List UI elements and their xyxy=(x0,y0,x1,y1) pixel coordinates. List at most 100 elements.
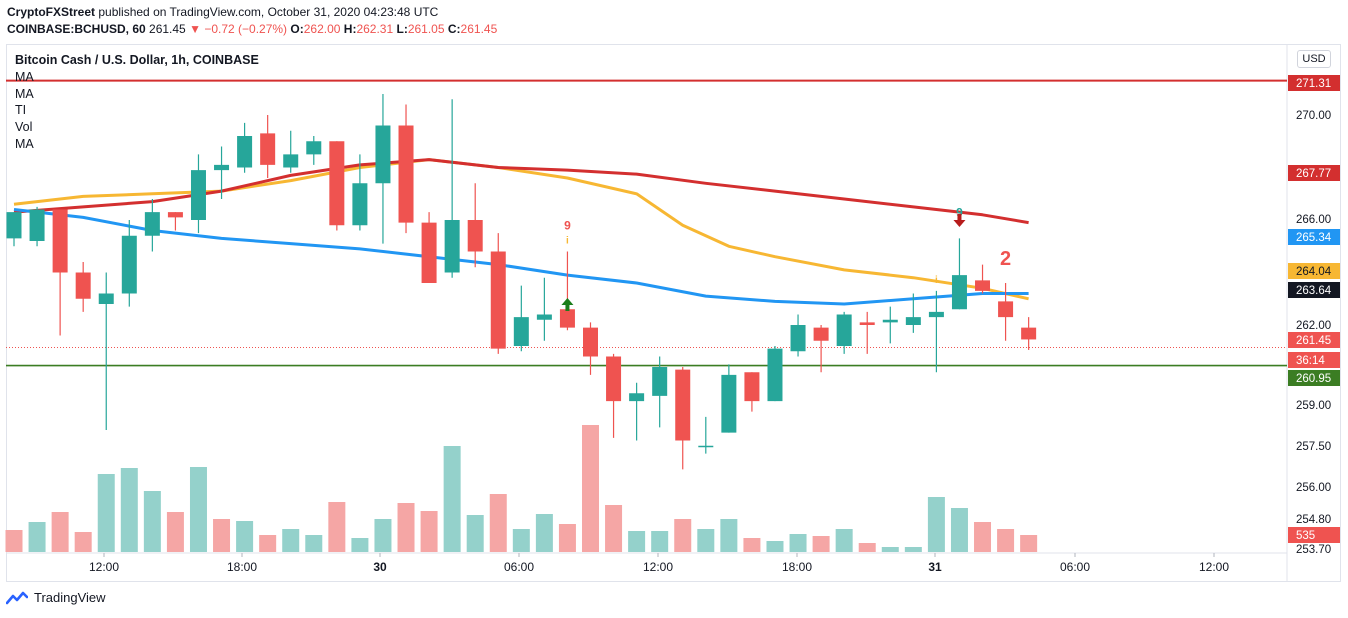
candle xyxy=(813,325,829,373)
candle xyxy=(975,264,991,294)
volume-bar xyxy=(166,512,184,552)
candle xyxy=(6,212,22,247)
candle xyxy=(490,233,506,354)
price-tick-label: 266.00 xyxy=(1296,214,1331,226)
signal-label: 2 xyxy=(1000,248,1011,270)
candle-body xyxy=(721,374,737,433)
volume-bar xyxy=(282,529,300,552)
candle-body xyxy=(144,212,160,236)
candle-body xyxy=(6,212,22,239)
price-tick-label: 270.00 xyxy=(1296,110,1331,122)
candle-body xyxy=(121,235,137,294)
volume-bar xyxy=(997,529,1015,552)
candle-body xyxy=(652,367,668,396)
price-tag-label: 260.95 xyxy=(1296,373,1331,385)
candle xyxy=(583,322,598,375)
candle-body xyxy=(167,212,183,218)
candle xyxy=(167,212,183,231)
tradingview-logo-icon xyxy=(6,591,28,604)
last-price: 261.45 xyxy=(149,22,186,36)
volume-bar xyxy=(420,511,438,552)
candle-body xyxy=(237,136,253,168)
time-tick-label: 18:00 xyxy=(782,560,812,574)
volume-bar xyxy=(558,524,576,552)
candle xyxy=(790,314,806,357)
candle xyxy=(352,154,368,231)
volume-bar xyxy=(466,515,484,552)
time-tick-label: 18:00 xyxy=(227,560,257,574)
symbol-full: COINBASE:BCHUSD, 60 xyxy=(7,22,146,36)
candle xyxy=(190,154,206,234)
candle xyxy=(836,311,852,354)
price-tag-label: 535 xyxy=(1296,530,1315,542)
price-tick-label: 257.50 xyxy=(1296,441,1331,453)
ma-blue-line xyxy=(13,208,1029,306)
candle xyxy=(559,251,575,331)
legend-item-ma-1[interactable]: MA xyxy=(15,69,34,84)
currency-button[interactable]: USD xyxy=(1297,50,1331,68)
candle-body xyxy=(928,311,944,318)
candle xyxy=(951,238,967,310)
volume-bar xyxy=(328,502,346,552)
volume-bar xyxy=(189,467,207,552)
price-tag-label: 267.77 xyxy=(1296,168,1331,180)
candle xyxy=(882,306,898,344)
price-tick-label: 262.00 xyxy=(1296,320,1331,332)
price-tag-label: 263.64 xyxy=(1296,285,1332,297)
candle-body xyxy=(606,356,622,402)
price-tag-bg xyxy=(1288,263,1340,279)
ma-yellow-line xyxy=(13,158,1029,301)
legend-item-ma-2[interactable]: MA xyxy=(15,86,34,101)
price-tag-bg xyxy=(1288,352,1340,368)
candle-body xyxy=(698,445,714,448)
time-tick-label: 12:00 xyxy=(643,560,673,574)
candle-body xyxy=(998,301,1014,318)
candle-body xyxy=(352,183,368,226)
price-tag-bg xyxy=(1288,165,1340,181)
up-arrow-icon xyxy=(561,298,574,311)
candle-body xyxy=(421,222,437,283)
price-tag-bg xyxy=(1288,229,1340,245)
candle-body xyxy=(767,348,783,402)
footer-brand[interactable]: TradingView xyxy=(6,590,106,605)
volume-bar xyxy=(674,519,692,552)
open-label: O: xyxy=(290,22,304,36)
candle xyxy=(329,141,345,231)
price-tick-label: 253.70 xyxy=(1296,544,1331,556)
volume-bar xyxy=(835,529,853,552)
chart-legend: Bitcoin Cash / U.S. Dollar, 1h, COINBASE… xyxy=(15,52,259,153)
candle-body xyxy=(329,141,345,226)
candle xyxy=(398,104,414,234)
candle xyxy=(652,356,668,428)
candle-body xyxy=(905,317,921,325)
legend-item-vol[interactable]: Vol xyxy=(15,120,33,135)
candle xyxy=(29,206,45,247)
low-label: L: xyxy=(396,22,408,36)
legend-item-ma-3[interactable]: MA xyxy=(15,136,34,151)
candle-body xyxy=(675,369,691,441)
price-tag-label: 261.45 xyxy=(1296,335,1331,347)
price-tag-label: 265.34 xyxy=(1296,232,1332,244)
publisher-name[interactable]: CryptoFXStreet xyxy=(7,5,96,19)
candle xyxy=(214,146,230,199)
price-change: −0.72 (−0.27%) xyxy=(204,22,288,36)
price-tick-label: 259.00 xyxy=(1296,400,1331,412)
ohlc-bar: COINBASE:BCHUSD, 60 261.45 ▼ −0.72 (−0.2… xyxy=(7,22,497,36)
publish-info: CryptoFXStreet published on TradingView.… xyxy=(7,5,438,19)
candle-body xyxy=(98,293,114,304)
price-tag-label: 264.04 xyxy=(1296,266,1332,278)
high-label: H: xyxy=(343,22,357,36)
candle xyxy=(698,416,714,454)
volume-bar xyxy=(789,534,807,552)
volume-bar xyxy=(766,541,784,552)
close-value: 261.45 xyxy=(460,22,498,36)
candle xyxy=(144,199,160,252)
candle xyxy=(260,115,276,178)
low-value: 261.05 xyxy=(407,22,445,36)
ma-red-line xyxy=(13,158,1029,225)
candle xyxy=(744,372,760,412)
volume-bar xyxy=(628,531,646,552)
price-tag-bg xyxy=(1288,370,1340,386)
legend-item-ti[interactable]: TI xyxy=(15,103,27,118)
